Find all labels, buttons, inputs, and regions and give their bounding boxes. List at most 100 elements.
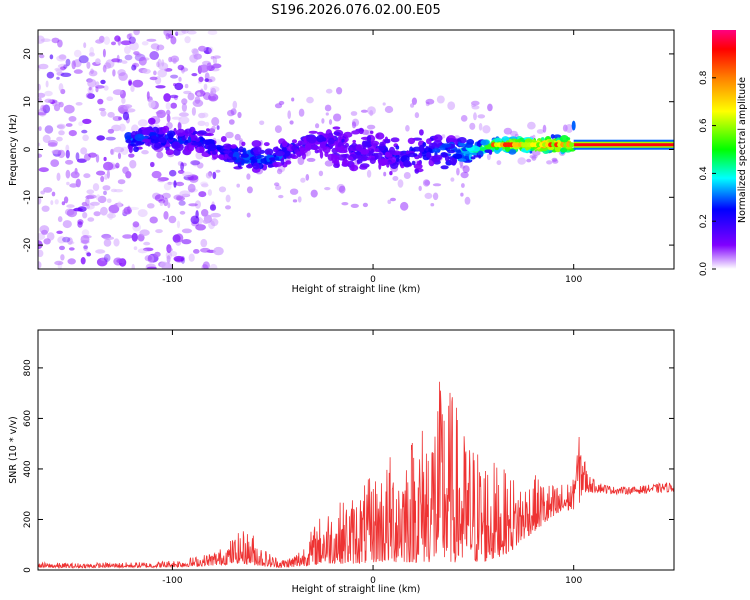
spectrogram-blob (111, 41, 116, 46)
spectrogram-blob (128, 206, 140, 211)
spectrogram-blob (178, 112, 189, 117)
spectrogram-blob (210, 67, 220, 72)
spectrogram-blob (133, 30, 140, 36)
spectrogram-blob (95, 39, 104, 44)
spectrogram-blob (251, 140, 262, 148)
spectrogram-blob (121, 60, 128, 64)
spectrogram-blob (150, 43, 160, 50)
colorbar-tick-label: 0.4 (699, 166, 709, 181)
spectrogram-blob (38, 97, 42, 103)
spectrogram-blob (371, 148, 374, 154)
spectrogram-blob (115, 162, 120, 169)
spectrogram-blob (343, 131, 353, 138)
spectrogram-blob (189, 54, 198, 63)
spectrogram-blob (374, 152, 383, 160)
spectrogram-blob (316, 134, 325, 143)
spectrogram-blob (369, 110, 374, 117)
spectrogram-blob (41, 205, 50, 212)
spectrogram-blob (60, 72, 72, 78)
spectrogram-blob (236, 183, 240, 188)
spectrogram-blob (352, 139, 357, 144)
spectrogram-blob (149, 216, 158, 224)
spectrogram-blob (358, 155, 369, 162)
spectrogram-blob (362, 202, 368, 208)
spectrogram-blob (212, 63, 222, 69)
spectrogram-blob (224, 153, 228, 160)
spectrogram-blob (307, 136, 317, 144)
spectrogram-blob (526, 158, 532, 163)
spectrogram-blob (123, 206, 132, 215)
spectrogram-blob (44, 98, 53, 104)
spectrogram-blob (210, 212, 222, 218)
spectrogram-blob (60, 254, 65, 261)
spectrogram-blob (187, 136, 192, 144)
x-tick-label: -100 (162, 275, 183, 285)
spectrogram-blob (116, 258, 125, 264)
spectrogram-blob (322, 146, 331, 154)
spectrogram-blob (55, 69, 63, 74)
spectrogram-blob (38, 249, 44, 258)
spectrogram-blob (292, 199, 298, 203)
spectrogram-blob (73, 207, 83, 212)
spectrogram-blob (204, 121, 210, 127)
spectrogram-blob (96, 194, 101, 201)
spectrogram-blob (178, 116, 190, 125)
spectrogram-blob (170, 55, 180, 63)
spectrogram-blob (110, 149, 114, 155)
spectrogram-blob (275, 150, 285, 157)
spectrogram-blob (167, 202, 171, 209)
spectrogram-blob (195, 224, 207, 231)
spectrogram-blob (65, 159, 74, 165)
spectrogram-blob (151, 135, 157, 139)
spectrogram-blob (149, 51, 159, 60)
spectrogram-blob (180, 162, 185, 171)
spectrogram-blob (166, 109, 171, 116)
spectrogram-blob (38, 153, 43, 158)
spectrogram-blob (191, 73, 198, 77)
spectrogram-blob (431, 142, 438, 147)
spectrogram-blob (169, 251, 178, 257)
spectrogram-blob (112, 115, 122, 122)
spectrogram-blob (113, 238, 120, 247)
spectrogram-blob (148, 117, 156, 125)
spectrogram-blob (432, 192, 439, 201)
spectrogram-blob (58, 83, 64, 92)
spectrogram-blob (215, 138, 222, 146)
spectrogram-blob (208, 46, 214, 53)
spectrogram-blob (108, 211, 114, 220)
spectrogram-blob (179, 210, 186, 215)
spectrogram-blob (50, 159, 60, 168)
spectrogram-blob (230, 108, 237, 116)
spectrogram-blob (355, 151, 362, 156)
spectrogram-blob (384, 138, 390, 144)
spectrogram-blob (319, 150, 324, 159)
spectrogram-blob (42, 134, 51, 143)
spectrogram-blob (482, 125, 491, 134)
spectrogram-blob (93, 211, 101, 217)
spectrogram-blob (182, 171, 193, 178)
spectrogram-blob (299, 147, 308, 154)
spectrogram-blob (405, 125, 410, 132)
spectrogram-blob (147, 203, 155, 209)
spectrogram-blob (83, 42, 87, 49)
spectrogram-blob (332, 126, 341, 130)
spectrogram-blob (131, 232, 138, 242)
spectrogram-blob (355, 144, 364, 152)
spectrogram-blob (188, 144, 193, 152)
spectrogram-blob (66, 209, 78, 218)
spectrogram-blob (272, 162, 283, 167)
spectrogram-blob (44, 90, 53, 97)
spectrogram-blob (141, 41, 149, 46)
spectrogram-blob (201, 112, 209, 118)
spectrogram-blob (240, 153, 249, 158)
spectrogram-blob (187, 92, 195, 101)
spectrogram-blob (559, 135, 569, 143)
spectrogram-blob (195, 146, 205, 154)
spectrogram-blob (193, 249, 200, 254)
spectrogram-blob (157, 177, 166, 183)
spectrogram-blob (220, 136, 227, 143)
spectrogram-blob (400, 201, 409, 211)
spectrogram-blob (161, 192, 171, 199)
spectrogram-blob (411, 97, 417, 105)
spectrogram-blob (100, 175, 105, 183)
